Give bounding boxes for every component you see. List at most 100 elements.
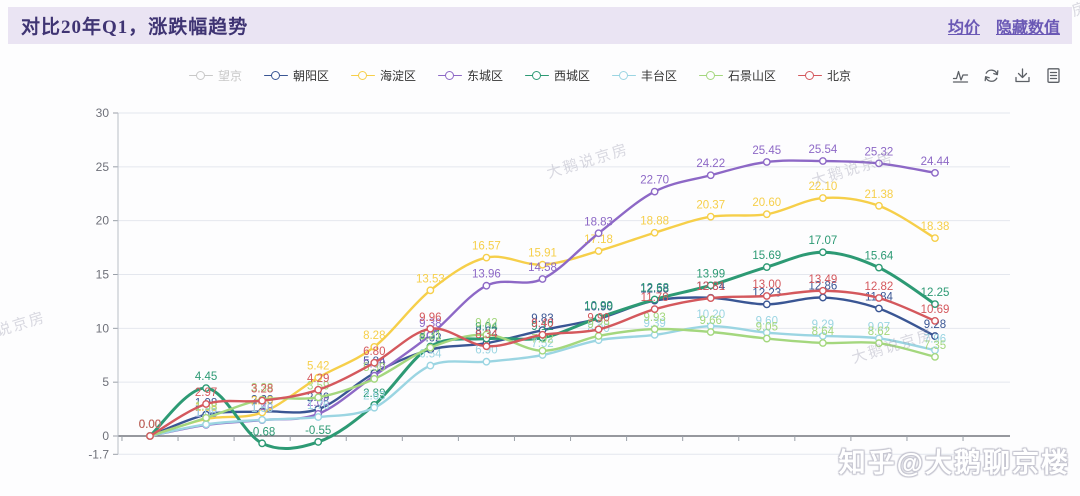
legend-item-1[interactable]: 朝阳区	[263, 67, 329, 84]
value-label: 12.25	[921, 287, 950, 299]
legend-marker	[350, 70, 375, 80]
legend-item-5[interactable]: 丰台区	[612, 67, 677, 84]
data-point	[426, 343, 435, 352]
value-label: 4.45	[195, 371, 217, 383]
value-label: 25.54	[808, 144, 837, 156]
data-point	[314, 393, 323, 402]
data-point	[202, 420, 210, 429]
value-label: 9.39	[643, 318, 665, 330]
value-label: 22.10	[808, 181, 837, 193]
line-chart-icon[interactable]	[952, 67, 969, 84]
data-point	[538, 330, 547, 339]
y-axis-label: 20	[96, 214, 110, 228]
data-point	[706, 171, 715, 180]
data-point	[482, 330, 491, 339]
value-label: 24.44	[921, 156, 950, 168]
data-point	[594, 247, 603, 255]
value-label: 9.12	[531, 321, 553, 333]
legend-item-3[interactable]: 东城区	[437, 67, 503, 84]
value-label: 16.57	[472, 241, 501, 253]
legend-label: 北京	[827, 68, 852, 83]
data-point	[202, 414, 210, 422]
value-label: 10.69	[921, 304, 950, 316]
legend-marker	[437, 70, 462, 80]
data-point	[482, 253, 491, 262]
header-bar: 对比20年Q1，涨跌幅趋势 均价 隐藏数值	[8, 7, 1072, 44]
data-point	[818, 286, 827, 295]
data-point	[875, 294, 883, 302]
hide-values-link[interactable]: 隐藏数值	[995, 19, 1060, 37]
page-title: 对比20年Q1，涨跌幅趋势	[21, 17, 249, 38]
data-point	[538, 346, 547, 355]
value-label: 6.80	[363, 346, 385, 358]
data-point	[706, 281, 715, 290]
legend-label: 海淀区	[379, 68, 416, 83]
value-label: 2.97	[195, 387, 217, 399]
value-label: 9.40	[531, 318, 553, 330]
average-price-link[interactable]: 均价	[947, 19, 980, 37]
y-axis-label: -1.7	[88, 447, 109, 461]
data-point	[426, 361, 435, 370]
legend-marker	[798, 70, 823, 80]
value-label: 10.20	[696, 309, 725, 321]
value-label: 15.69	[752, 250, 781, 262]
chart-toolbar	[952, 62, 1062, 88]
data-point	[538, 260, 547, 269]
legend-label: 丰台区	[641, 68, 678, 83]
value-label: 18.83	[584, 216, 613, 228]
value-label: 9.38	[419, 318, 441, 330]
value-label: 8.28	[363, 330, 385, 342]
data-point	[762, 300, 771, 309]
value-label: 25.45	[752, 145, 781, 157]
y-axis-label: 0	[102, 429, 109, 443]
download-icon[interactable]	[1014, 67, 1031, 84]
data-point	[650, 187, 659, 196]
value-label: 10.90	[584, 302, 613, 314]
data-point	[538, 275, 547, 283]
data-point	[594, 332, 603, 340]
data-point	[482, 342, 491, 351]
legend-marker	[612, 70, 637, 80]
value-label: 12.81	[696, 281, 725, 293]
value-label: 3.38	[251, 383, 273, 395]
data-point	[370, 358, 379, 367]
legend: 望京 朝阳区 海淀区 东城区 西城区 丰台区 石景山区 北京	[80, 62, 960, 88]
value-label: 9.93	[643, 312, 665, 324]
value-label: 20.37	[696, 200, 725, 212]
data-point	[370, 375, 379, 383]
data-point	[258, 396, 267, 405]
value-label: 12.86	[808, 281, 837, 293]
value-label: 0.00	[139, 419, 161, 431]
data-point	[482, 281, 491, 290]
data-point	[818, 293, 827, 302]
legend-item-2[interactable]: 海淀区	[350, 67, 416, 84]
value-label: 2.05	[307, 397, 329, 409]
value-label: 8.62	[868, 326, 890, 338]
value-label: 8.31	[419, 330, 441, 342]
value-label: 9.90	[587, 312, 609, 324]
data-point	[762, 158, 771, 166]
legend-item-6[interactable]: 石景山区	[699, 67, 776, 84]
value-label: 12.68	[640, 282, 669, 294]
y-axis-label: 15	[96, 268, 110, 282]
data-point	[931, 352, 939, 361]
data-view-icon[interactable]	[1045, 67, 1062, 84]
legend-item-0[interactable]: 望京	[188, 67, 242, 84]
restore-icon[interactable]	[983, 67, 1000, 84]
data-point	[650, 305, 659, 314]
value-label: 9.42	[475, 318, 497, 330]
value-label: 5.42	[307, 361, 329, 373]
value-label: 13.00	[752, 279, 781, 291]
data-point	[931, 332, 939, 340]
data-point	[426, 324, 435, 333]
value-label: 20.60	[752, 197, 781, 209]
data-point	[650, 325, 659, 333]
data-point	[370, 342, 379, 351]
value-label: 8.34	[475, 329, 498, 341]
legend-item-7[interactable]: 北京	[798, 67, 851, 84]
legend-item-4[interactable]: 西城区	[525, 67, 590, 84]
y-axis-label: 30	[96, 106, 110, 120]
data-point	[314, 373, 323, 382]
value-label: 17.07	[808, 235, 837, 247]
